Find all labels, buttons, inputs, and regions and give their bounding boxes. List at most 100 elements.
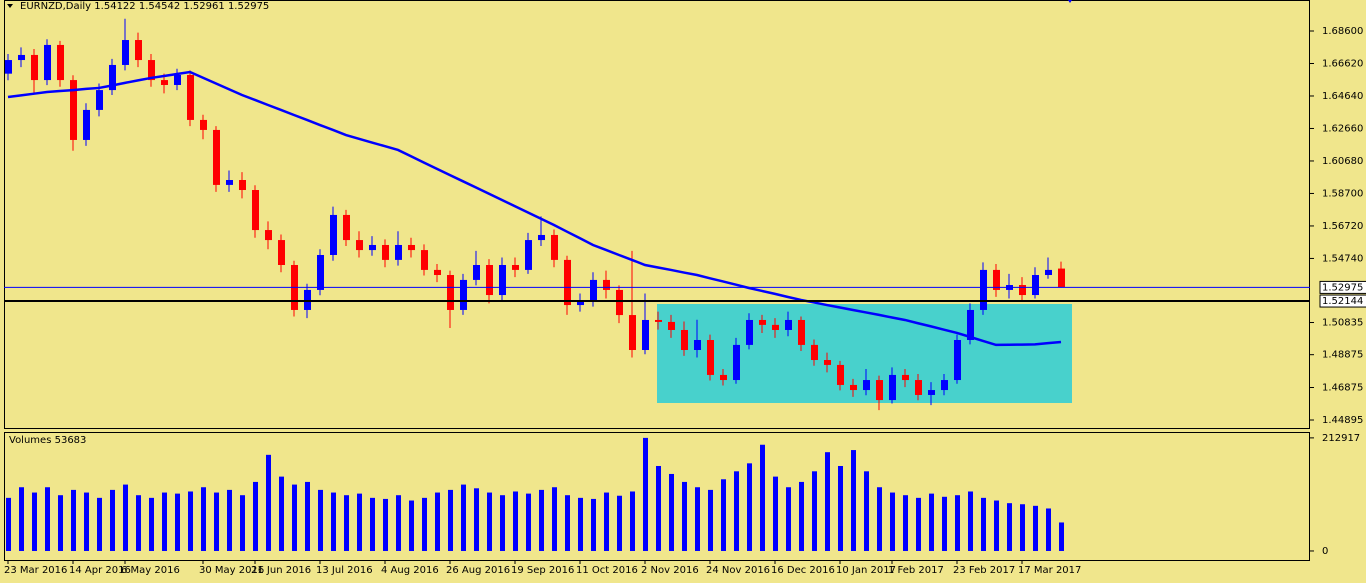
candle-body (863, 380, 870, 391)
volume-bar (786, 487, 791, 551)
x-tick-label: 24 Nov 2016 (706, 565, 770, 576)
volume-panel-frame (4, 432, 1310, 561)
candle-body (707, 339, 714, 375)
volume-bar (422, 497, 427, 551)
x-tick-label: 17 Mar 2017 (1018, 565, 1081, 576)
volume-bar (240, 495, 245, 551)
volume-bar (838, 465, 843, 551)
candle-body (96, 90, 103, 110)
volume-bar (526, 493, 531, 551)
candle-body (57, 44, 64, 81)
low-value: 1.52961 (183, 1, 224, 12)
candle-body (5, 60, 12, 74)
candle-body (551, 234, 558, 260)
candle-body (681, 329, 688, 351)
y-tick-label: 1.54740 (1322, 253, 1363, 264)
candle-body (187, 74, 194, 120)
volume-bar (357, 493, 362, 551)
candle-body (876, 380, 883, 401)
candle-body (720, 374, 727, 381)
volume-bar (32, 492, 37, 551)
volume-bar (773, 476, 778, 551)
candle-body (577, 301, 584, 306)
volume-tick-label: 0 (1322, 546, 1328, 557)
candle-body (941, 380, 948, 391)
x-tick-label: 19 Sep 2016 (511, 565, 574, 576)
volume-bar (6, 497, 11, 551)
candle-body (616, 289, 623, 316)
volume-bar (721, 479, 726, 551)
volume-bar (383, 498, 388, 551)
volume-bar (955, 495, 960, 551)
volume-bar (1007, 503, 1012, 551)
volume-bar (84, 492, 89, 551)
volume-bar (1020, 504, 1025, 551)
x-tick-label: 30 May 2016 (199, 565, 264, 576)
volume-bar (643, 437, 648, 551)
volume-bar (188, 491, 193, 551)
x-tick-label: 14 Apr 2016 (69, 565, 131, 576)
y-tick-label: 1.62660 (1322, 123, 1363, 134)
x-tick-label: 26 Aug 2016 (446, 565, 510, 576)
volume-bar (630, 491, 635, 551)
volume-bar (929, 493, 934, 551)
volume-bar (266, 454, 271, 551)
x-tick-label: 21 Jun 2016 (251, 565, 311, 576)
candle-body (733, 344, 740, 381)
volume-bar (604, 492, 609, 551)
volume-bar (318, 489, 323, 551)
y-tick-label: 1.60680 (1322, 156, 1363, 167)
menu-arrow[interactable] (7, 4, 13, 8)
candle-body (122, 40, 129, 65)
candle-body (421, 250, 428, 270)
marker (1068, 0, 1072, 3)
volume-bar (149, 497, 154, 551)
candle-body (44, 44, 51, 81)
volume-bar (227, 489, 232, 551)
volume-bar (1059, 522, 1064, 551)
candle-body (148, 60, 155, 81)
price-line-label: 1.52975 (1322, 282, 1363, 293)
price-label-box (1319, 280, 1366, 294)
volume-bar (123, 484, 128, 551)
volume-bar (97, 497, 102, 551)
volume-bar (136, 495, 141, 551)
volume-bar (851, 450, 856, 551)
volume-bar (1033, 505, 1038, 551)
candle-body (486, 265, 493, 296)
candle-body (1032, 275, 1039, 296)
candle-body (382, 244, 389, 260)
volume-bar (539, 489, 544, 551)
x-tick-label: 4 Aug 2016 (381, 565, 439, 576)
candle-body (655, 319, 662, 322)
candle-body (915, 380, 922, 395)
candle-body (161, 80, 168, 85)
y-tick-label: 1.48875 (1322, 350, 1363, 361)
volume-bar (903, 495, 908, 551)
y-tick-label: 1.64640 (1322, 91, 1363, 102)
candle-body (980, 269, 987, 310)
candle-body (1058, 268, 1065, 288)
candle-body (564, 259, 571, 306)
volume-bar (916, 497, 921, 551)
volume-bar (513, 491, 518, 551)
x-tick-label: 1 Feb 2017 (888, 565, 944, 576)
candle-body (330, 214, 337, 255)
chart-header: EURNZD,Daily 1.54122 1.54542 1.52961 1.5… (20, 1, 269, 12)
candle-body (512, 265, 519, 270)
volume-bar (45, 487, 50, 551)
candle-body (447, 275, 454, 310)
volume-tick-label: 212917 (1322, 433, 1360, 444)
candle-body (993, 269, 1000, 290)
x-tick-label: 10 Jan 2017 (836, 565, 896, 576)
volume-bar (747, 463, 752, 551)
volume-bar (331, 492, 336, 551)
volume-bar (578, 497, 583, 551)
volume-bar (890, 492, 895, 551)
candle-body (967, 309, 974, 340)
candle-body (18, 54, 25, 61)
x-tick-label: 11 Oct 2016 (576, 565, 638, 576)
price-label-box (1319, 294, 1366, 308)
x-tick-label: 2 Nov 2016 (641, 565, 699, 576)
volume-bar (877, 487, 882, 551)
